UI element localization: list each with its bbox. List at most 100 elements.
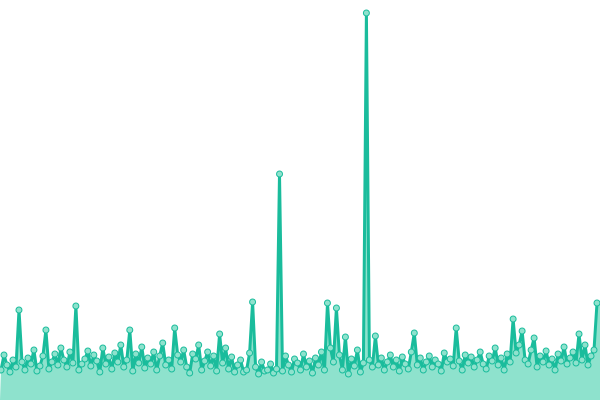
data-point xyxy=(210,352,218,360)
data-point xyxy=(566,354,574,362)
data-point xyxy=(473,356,481,364)
data-point xyxy=(234,361,242,369)
data-point xyxy=(437,367,445,375)
data-point xyxy=(545,361,553,369)
data-point xyxy=(183,363,191,371)
data-point xyxy=(401,360,409,368)
data-point xyxy=(581,341,589,349)
data-point xyxy=(51,350,59,358)
data-point xyxy=(563,360,571,368)
data-point xyxy=(395,367,403,375)
data-point xyxy=(515,341,523,349)
data-point xyxy=(428,363,436,371)
data-point xyxy=(386,351,394,359)
data-point xyxy=(416,354,424,362)
data-point xyxy=(99,344,107,352)
data-point xyxy=(365,356,373,364)
data-point xyxy=(389,363,397,371)
data-point xyxy=(12,363,20,371)
data-point xyxy=(108,365,116,373)
data-point xyxy=(392,356,400,364)
data-point xyxy=(168,365,176,373)
data-point xyxy=(18,358,26,366)
data-point xyxy=(93,357,101,365)
data-point xyxy=(204,348,212,356)
data-point xyxy=(144,354,152,362)
data-point xyxy=(72,302,80,310)
data-point xyxy=(138,343,146,351)
data-point xyxy=(371,332,379,340)
data-point xyxy=(78,360,86,368)
data-point xyxy=(63,363,71,371)
data-point xyxy=(422,358,430,366)
data-point xyxy=(404,365,412,373)
data-point xyxy=(120,363,128,371)
data-point xyxy=(0,366,5,374)
data-point xyxy=(332,304,340,312)
data-point xyxy=(359,359,367,367)
data-point xyxy=(27,360,35,368)
data-point xyxy=(189,350,197,358)
data-point xyxy=(353,346,361,354)
data-point xyxy=(285,361,293,369)
data-point xyxy=(344,370,352,378)
data-point xyxy=(356,368,364,376)
data-point xyxy=(305,357,313,365)
data-point xyxy=(186,369,194,377)
data-point xyxy=(219,359,227,367)
data-point xyxy=(467,353,475,361)
data-point xyxy=(6,368,14,376)
data-point xyxy=(264,366,272,374)
data-point xyxy=(213,367,221,375)
data-points xyxy=(0,9,600,378)
data-point xyxy=(294,359,302,367)
data-point xyxy=(273,365,281,373)
data-point xyxy=(180,346,188,354)
data-point xyxy=(33,367,41,375)
data-point xyxy=(216,330,224,338)
data-point xyxy=(425,352,433,360)
data-point xyxy=(488,357,496,365)
data-point xyxy=(36,362,44,370)
data-point xyxy=(557,357,565,365)
data-point xyxy=(282,352,290,360)
data-point xyxy=(252,363,260,371)
data-point xyxy=(81,355,89,363)
data-point xyxy=(308,369,316,377)
data-point xyxy=(320,366,328,374)
data-point xyxy=(302,363,310,371)
data-point xyxy=(575,330,583,338)
data-point xyxy=(66,348,74,356)
data-point xyxy=(276,170,284,178)
data-point xyxy=(509,315,517,323)
data-point xyxy=(449,362,457,370)
data-point xyxy=(111,349,119,357)
data-point xyxy=(153,366,161,374)
data-point xyxy=(527,346,535,354)
data-point xyxy=(347,355,355,363)
data-point xyxy=(255,370,263,378)
data-point xyxy=(590,346,598,354)
series-line xyxy=(0,11,599,376)
data-point xyxy=(470,363,478,371)
data-point xyxy=(452,324,460,332)
data-point xyxy=(398,353,406,361)
data-point xyxy=(383,358,391,366)
data-point xyxy=(195,341,203,349)
data-point xyxy=(3,361,11,369)
data-point xyxy=(288,368,296,376)
data-point xyxy=(494,361,502,369)
data-point xyxy=(461,351,469,359)
data-point xyxy=(246,349,254,357)
data-point xyxy=(147,360,155,368)
data-point xyxy=(587,352,595,360)
data-point xyxy=(159,339,167,347)
data-point xyxy=(237,356,245,364)
data-point xyxy=(311,354,319,362)
data-point xyxy=(497,354,505,362)
data-point xyxy=(560,343,568,351)
data-point xyxy=(45,365,53,373)
data-point xyxy=(258,358,266,366)
data-point xyxy=(105,353,113,361)
